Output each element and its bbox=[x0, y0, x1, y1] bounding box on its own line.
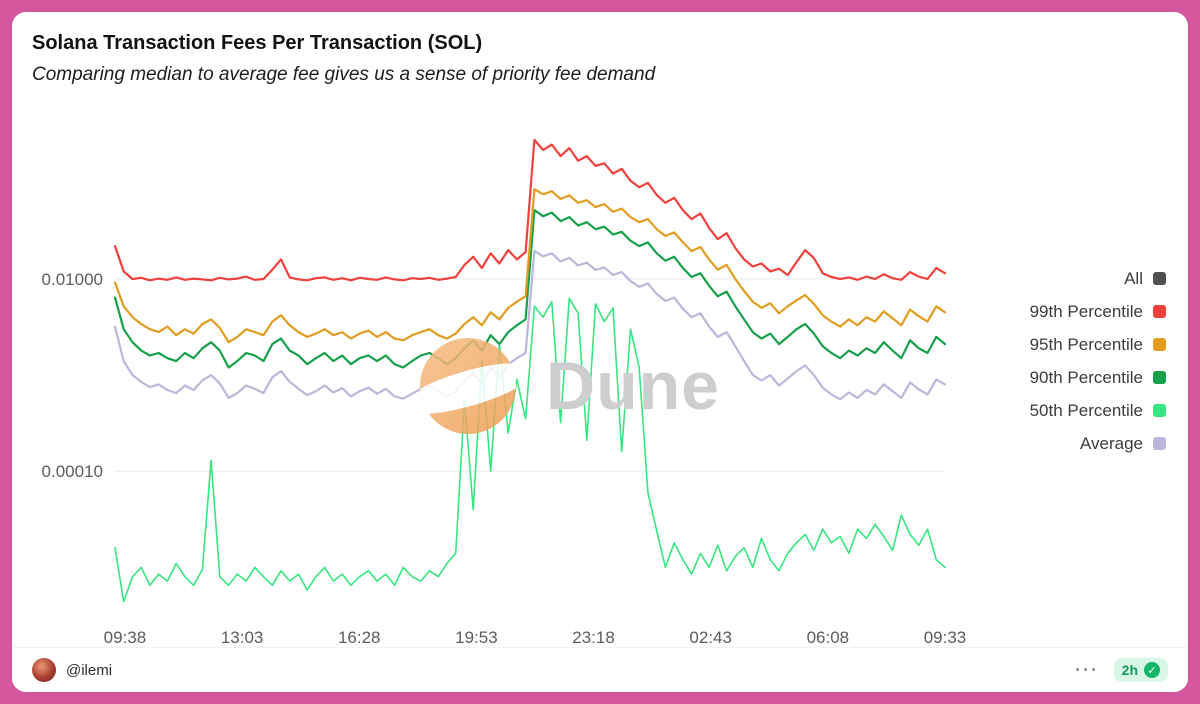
freshness-badge[interactable]: 2h ✓ bbox=[1113, 658, 1168, 682]
legend-label: 50th Percentile bbox=[1029, 400, 1143, 420]
x-tick-label: 19:53 bbox=[455, 628, 498, 647]
legend-item-all[interactable]: All bbox=[1124, 262, 1166, 295]
legend-label: 95th Percentile bbox=[1029, 334, 1143, 354]
x-tick-label: 06:08 bbox=[807, 628, 850, 647]
chart-card: Solana Transaction Fees Per Transaction … bbox=[12, 12, 1188, 692]
y-tick-label: 0.00010 bbox=[42, 462, 103, 481]
y-tick-label: 0.01000 bbox=[42, 270, 103, 289]
x-tick-label: 13:03 bbox=[221, 628, 264, 647]
legend-item-average[interactable]: Average bbox=[1080, 427, 1166, 460]
page-title: Solana Transaction Fees Per Transaction … bbox=[32, 32, 483, 54]
x-tick-label: 02:43 bbox=[689, 628, 732, 647]
verified-check-icon: ✓ bbox=[1144, 662, 1160, 678]
legend-item-90th-percentile[interactable]: 90th Percentile bbox=[1030, 361, 1166, 394]
legend-swatch bbox=[1153, 272, 1166, 285]
legend-swatch bbox=[1153, 404, 1166, 417]
legend-swatch bbox=[1153, 305, 1166, 318]
legend-item-99th-percentile[interactable]: 99th Percentile bbox=[1030, 295, 1166, 328]
series-50th-percentile bbox=[114, 297, 946, 603]
legend-swatch bbox=[1153, 371, 1166, 384]
fee-chart-canvas[interactable]: 0.01000 0.00010 09:38 13:03 16:28 19:53 23:18 0… bbox=[20, 105, 980, 660]
freshness-time: 2h bbox=[1121, 662, 1138, 678]
x-tick-label: 23:18 bbox=[572, 628, 615, 647]
legend-item-95th-percentile[interactable]: 95th Percentile bbox=[1030, 328, 1166, 361]
legend-label: All bbox=[1124, 268, 1143, 288]
legend-swatch bbox=[1153, 338, 1166, 351]
legend-label: 99th Percentile bbox=[1029, 301, 1143, 321]
x-tick-label: 09:38 bbox=[104, 628, 147, 647]
legend: All 99th Percentile 95th Percentile 90th Pe… bbox=[1030, 262, 1166, 460]
footer: @ilemi ⋯ 2h ✓ bbox=[12, 647, 1188, 692]
legend-swatch bbox=[1153, 437, 1166, 450]
legend-item-50th-percentile[interactable]: 50th Percentile bbox=[1030, 394, 1166, 427]
x-tick-label: 16:28 bbox=[338, 628, 381, 647]
author-avatar bbox=[32, 658, 56, 682]
overflow-menu-icon[interactable]: ⋯ bbox=[1073, 656, 1098, 683]
series-90th-percentile bbox=[113, 209, 947, 369]
footer-actions: ⋯ 2h ✓ bbox=[1074, 658, 1168, 682]
legend-label: Average bbox=[1079, 433, 1143, 453]
series-average bbox=[113, 249, 947, 401]
page-subtitle: Comparing median to average fee gives us… bbox=[32, 64, 656, 85]
x-tick-label: 09:33 bbox=[924, 628, 967, 647]
series-95th-percentile bbox=[113, 188, 947, 344]
author-handle[interactable]: @ilemi bbox=[66, 661, 113, 679]
legend-label: 90th Percentile bbox=[1029, 367, 1143, 387]
series-99th-percentile bbox=[113, 138, 947, 282]
